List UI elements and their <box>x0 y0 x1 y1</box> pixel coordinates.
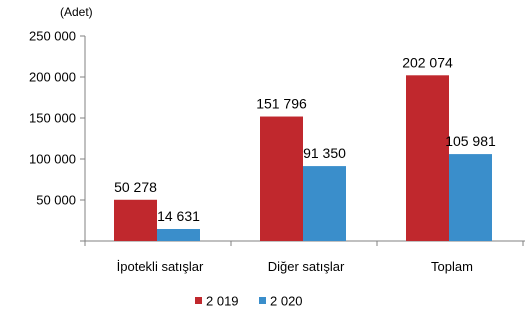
bar-series-2 <box>449 154 492 241</box>
data-label: 91 350 <box>303 145 346 161</box>
x-category-label: İpotekli satışlar <box>117 259 204 274</box>
x-category-label: Diğer satışlar <box>268 259 345 274</box>
y-tick-label: 50 000 <box>36 193 76 208</box>
legend-swatch <box>195 297 202 304</box>
bar-series-2 <box>303 166 346 241</box>
y-axis: 50 000 100 000 150 000 200 000 250 000 <box>29 29 86 242</box>
legend: 2 019 2 020 <box>195 294 303 309</box>
data-label: 50 278 <box>114 179 157 195</box>
bar-series-1 <box>114 199 157 241</box>
y-tick-label: 150 000 <box>29 111 76 126</box>
legend-label: 2 019 <box>206 294 239 309</box>
data-label: 151 796 <box>256 96 307 112</box>
y-tick-label: 250 000 <box>29 29 76 44</box>
bar-series-1 <box>406 75 449 241</box>
legend-swatch <box>259 297 266 304</box>
x-axis: İpotekli satışlar Diğer satışlar Toplam <box>84 240 525 274</box>
y-tick-label: 100 000 <box>29 152 76 167</box>
data-label: 105 981 <box>445 133 496 149</box>
data-label: 14 631 <box>157 208 200 224</box>
bars <box>114 75 492 241</box>
legend-label: 2 020 <box>270 294 303 309</box>
bar-series-2 <box>157 229 200 241</box>
x-category-label: Toplam <box>431 259 473 274</box>
y-unit-label: (Adet) <box>60 5 93 19</box>
y-tick-label: 200 000 <box>29 70 76 85</box>
bar-series-1 <box>260 116 303 241</box>
data-label: 202 074 <box>402 54 453 70</box>
